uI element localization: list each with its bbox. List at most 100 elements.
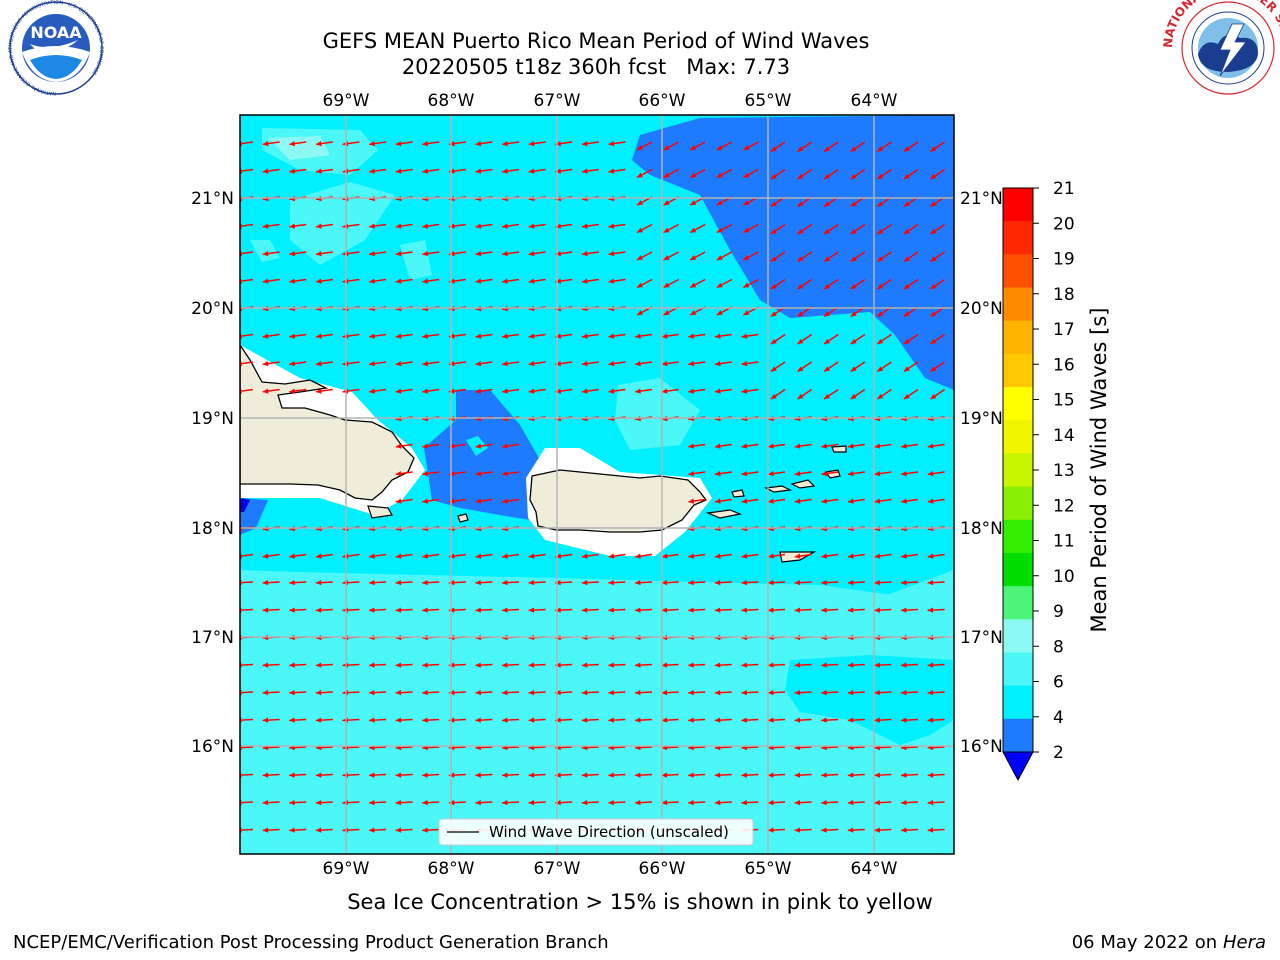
wind-wave-arrowhead	[661, 580, 668, 586]
wind-wave-arrowhead	[608, 278, 615, 284]
wind-wave-arrowhead	[743, 282, 750, 288]
wind-wave-arrowhead	[903, 256, 910, 262]
land-island	[831, 445, 847, 453]
wind-wave-arrowhead	[927, 662, 934, 668]
wind-wave-arrowhead	[847, 553, 854, 559]
wind-wave-arrowhead	[714, 333, 721, 339]
wind-wave-arrowhead	[475, 223, 482, 229]
wind-wave-arrow	[240, 581, 254, 584]
wind-wave-arrowhead	[821, 855, 827, 860]
wind-wave-arrowhead	[608, 251, 615, 257]
wind-wave-arrow	[240, 333, 254, 338]
wind-wave-arrowhead	[794, 553, 801, 559]
colorbar-segment	[1003, 718, 1033, 753]
wind-wave-arrowhead	[636, 310, 643, 315]
wind-wave-arrow	[316, 857, 333, 858]
wind-wave-arrowhead	[903, 201, 910, 207]
period-patch-6-8	[400, 240, 432, 280]
wind-wave-arrowhead	[448, 168, 455, 174]
wind-wave-arrowhead	[289, 717, 295, 723]
footer-date: 06 May 2022 on Hera	[1072, 932, 1266, 953]
wind-wave-arrowhead	[475, 333, 482, 339]
wind-wave-arrowhead	[716, 227, 723, 233]
lon-label-bottom: 67°W	[534, 859, 581, 879]
wind-wave-arrowhead	[315, 800, 322, 806]
wind-wave-arrowhead	[714, 471, 721, 477]
wind-wave-arrowhead	[635, 361, 641, 367]
wind-wave-arrowhead	[850, 393, 857, 400]
wind-wave-arrowhead	[714, 361, 721, 367]
wind-wave-arrowhead	[927, 580, 934, 586]
wind-wave-arrowhead	[395, 361, 402, 367]
wind-wave-arrowhead	[927, 772, 934, 778]
wind-wave-arrowhead	[824, 173, 831, 180]
wind-wave-arrowhead	[741, 333, 748, 339]
wind-wave-arrowhead	[850, 283, 857, 290]
wind-wave-arrowhead	[555, 800, 561, 806]
wind-wave-arrowhead	[743, 200, 750, 205]
lat-label-right: 21°N	[960, 189, 1003, 209]
wind-wave-arrowhead	[874, 580, 880, 586]
wind-wave-arrowhead	[289, 772, 295, 778]
wind-wave-arrowhead	[661, 607, 668, 613]
wind-wave-arrowhead	[395, 772, 402, 778]
wind-wave-arrow	[240, 361, 254, 365]
wind-wave-arrowhead	[422, 772, 428, 778]
wind-wave-arrow	[240, 278, 254, 283]
wind-wave-arrowhead	[821, 553, 828, 559]
wind-wave-arrowhead	[448, 443, 455, 449]
wind-wave-arrowhead	[262, 800, 269, 806]
wind-wave-arrowhead	[874, 772, 880, 778]
colorbar-tick-label: 20	[1053, 214, 1075, 234]
wind-wave-arrowhead	[262, 168, 269, 174]
wind-wave-arrowhead	[794, 471, 801, 477]
wind-wave-arrowhead	[502, 690, 508, 696]
colorbar-tick-label: 18	[1053, 285, 1075, 305]
wind-wave-arrowhead	[475, 662, 481, 668]
wind-wave-arrowhead	[901, 800, 907, 806]
wind-wave-arrowhead	[821, 800, 827, 806]
wind-wave-arrowhead	[395, 223, 402, 229]
wind-wave-arrowhead	[395, 251, 402, 257]
wind-wave-arrowhead	[877, 283, 884, 290]
wind-wave-arrowhead	[608, 772, 614, 778]
wind-wave-arrowhead	[661, 662, 668, 668]
wind-wave-arrowhead	[901, 662, 907, 668]
wind-wave-arrowhead	[555, 388, 562, 394]
wind-wave-arrowhead	[502, 607, 508, 613]
wind-wave-arrowhead	[369, 333, 375, 339]
wind-wave-arrowhead	[821, 827, 827, 833]
wind-wave-arrowhead	[502, 278, 508, 284]
wind-wave-arrowhead	[901, 553, 907, 559]
wind-wave-arrowhead	[395, 580, 402, 586]
wind-wave-arrowhead	[877, 173, 884, 180]
wind-wave-arrowhead	[635, 690, 641, 696]
wind-wave-arrowhead	[369, 168, 375, 174]
wind-wave-arrowhead	[770, 256, 777, 262]
wind-wave-arrowhead	[555, 690, 561, 696]
lat-label-right: 18°N	[960, 519, 1003, 539]
wind-wave-arrowhead	[847, 827, 854, 833]
wind-wave-arrowhead	[395, 690, 402, 696]
wind-wave-arrowhead	[475, 498, 482, 504]
wind-wave-arrowhead	[475, 580, 481, 586]
wind-wave-arrowhead	[502, 141, 508, 147]
lat-label-left: 17°N	[191, 628, 234, 648]
wind-wave-arrowhead	[927, 800, 934, 806]
wind-wave-arrowhead	[289, 827, 295, 833]
wind-wave-arrowhead	[877, 393, 884, 400]
wind-wave-arrowhead	[824, 338, 831, 345]
lat-label-right: 16°N	[960, 737, 1003, 757]
wind-wave-arrow	[240, 773, 254, 776]
lon-label-bottom: 65°W	[745, 859, 792, 879]
wind-wave-arrowhead	[716, 172, 723, 178]
wind-wave-arrowhead	[422, 388, 429, 394]
wind-wave-arrowhead	[240, 361, 242, 367]
wind-wave-arrowhead	[581, 690, 588, 696]
wind-wave-arrowhead	[555, 168, 562, 174]
wind-wave-arrowhead	[930, 146, 937, 152]
wind-wave-arrowhead	[289, 580, 295, 586]
wind-wave-arrowhead	[240, 278, 242, 284]
wind-wave-arrowhead	[847, 471, 854, 477]
wind-wave-arrowhead	[528, 800, 535, 806]
